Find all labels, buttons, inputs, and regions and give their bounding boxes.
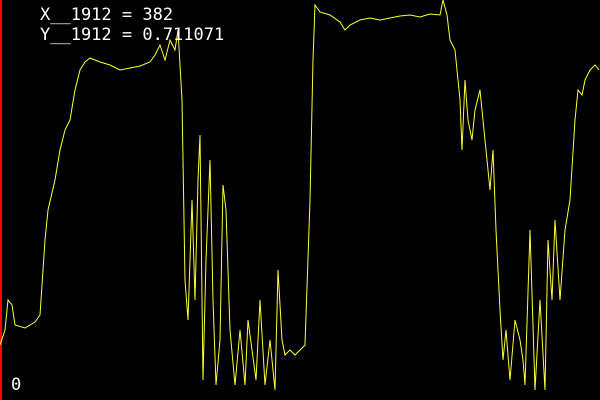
origin-label: 0	[11, 375, 21, 395]
x-readout: X__1912 = 382	[40, 5, 173, 25]
signal-line	[0, 0, 600, 391]
y-readout: Y__1912 = 0.711071	[40, 25, 224, 45]
